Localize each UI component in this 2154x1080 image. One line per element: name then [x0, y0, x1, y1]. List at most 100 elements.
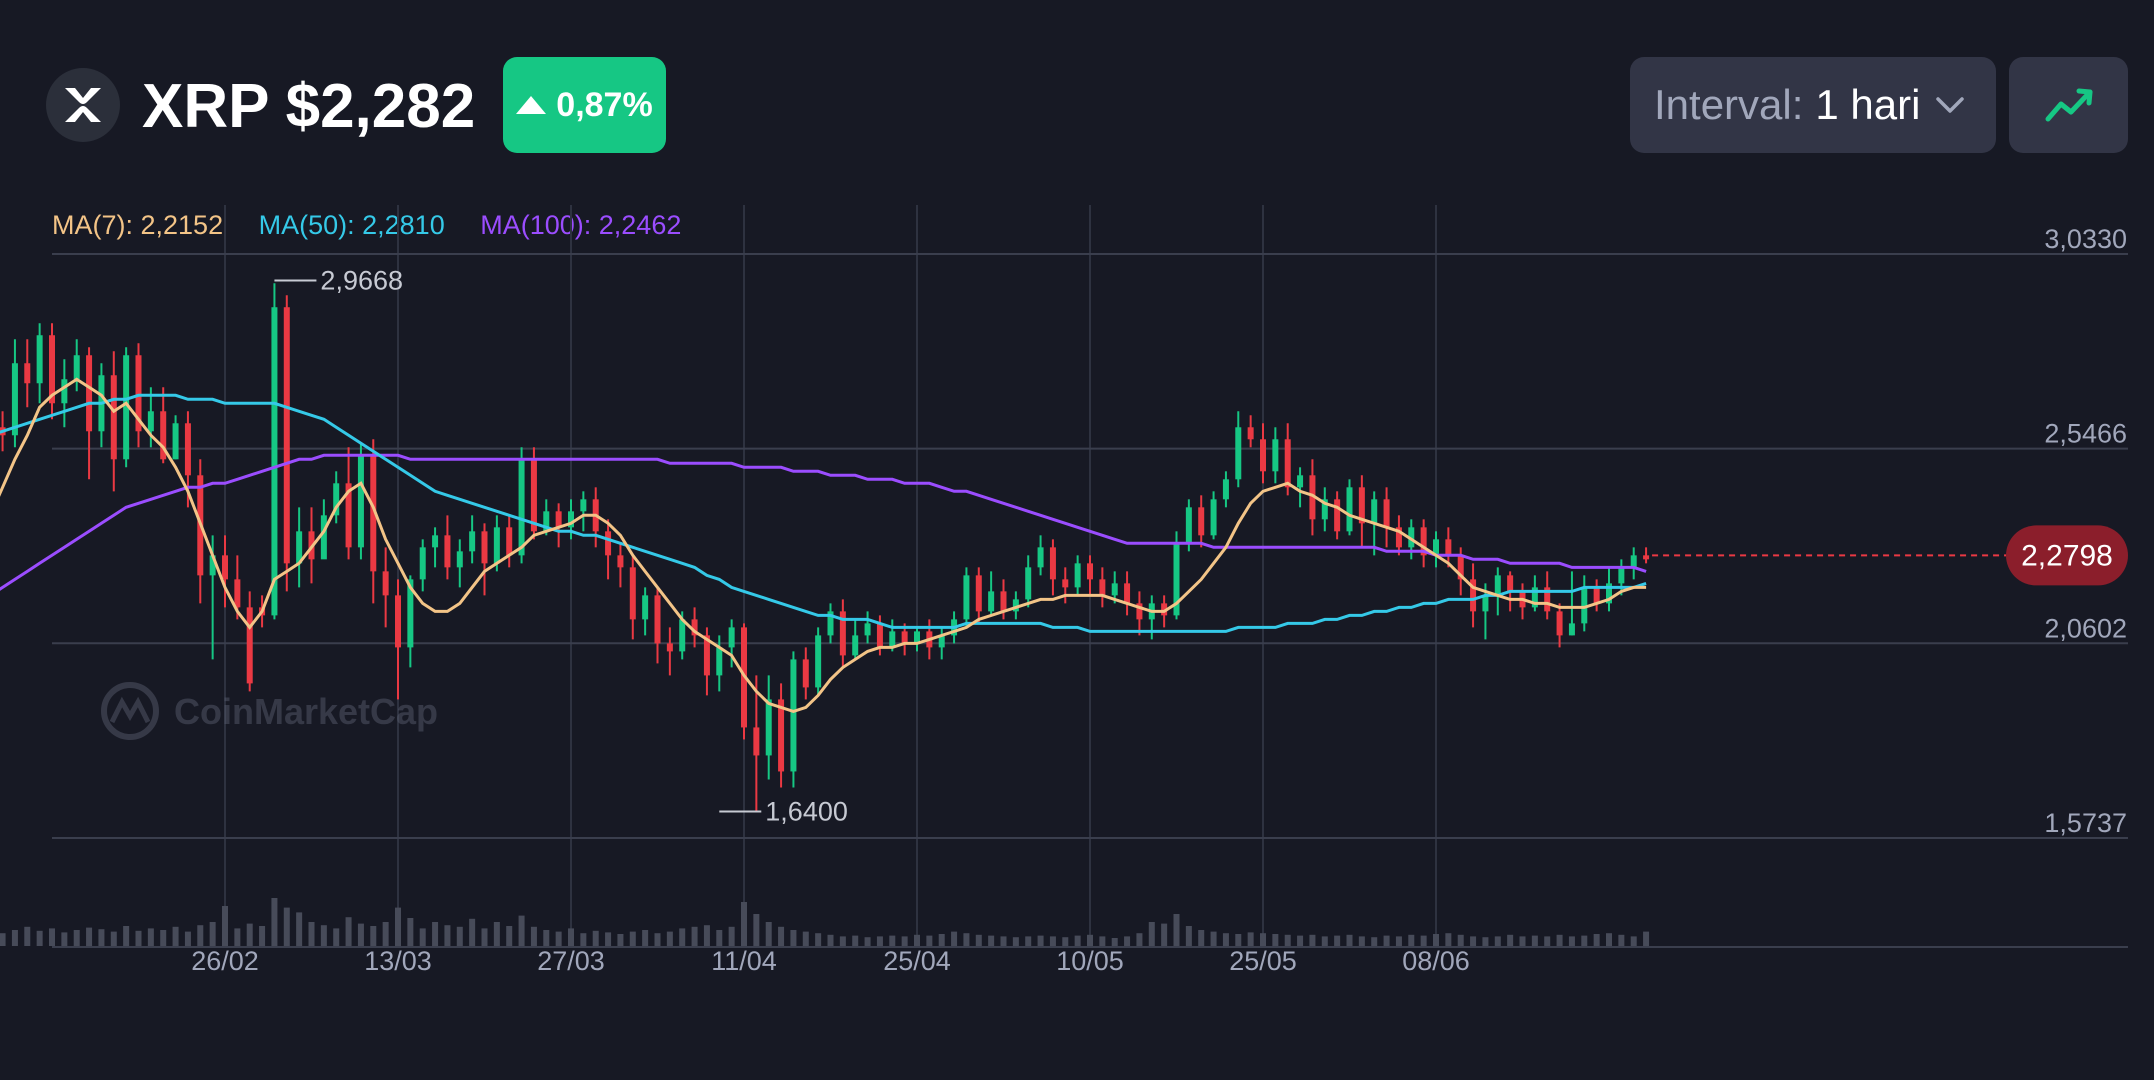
candle-body	[333, 483, 340, 516]
x-tick-label: 10/05	[1056, 946, 1124, 976]
candle-body	[407, 579, 414, 648]
volume-bar	[1457, 934, 1464, 946]
volume-bar	[172, 926, 179, 946]
volume-bar	[11, 930, 18, 946]
volume-bar	[1161, 923, 1168, 946]
volume-bar	[1433, 934, 1439, 946]
candle-body	[1630, 555, 1637, 568]
interval-dropdown[interactable]: Interval: 1 hari	[1630, 57, 1996, 153]
volume-bar	[1346, 934, 1353, 946]
candle-body	[24, 363, 31, 384]
volume-bar	[864, 937, 871, 946]
volume-bar	[543, 930, 550, 946]
candle-body	[1643, 555, 1650, 560]
candle-body	[1136, 603, 1143, 620]
coinmarketcap-logo-mark	[109, 696, 151, 724]
volume-bar	[1111, 938, 1118, 946]
y-tick-label: 3,0330	[2044, 224, 2127, 254]
candle-body	[86, 355, 93, 432]
volume-bar	[259, 926, 266, 946]
candle-body	[1507, 575, 1514, 592]
candle-body	[1037, 547, 1044, 568]
candle-body	[1124, 583, 1131, 604]
volume-bar	[605, 932, 612, 946]
volume-bar	[975, 934, 982, 946]
volume-bar	[1260, 933, 1266, 946]
candle-body	[1531, 587, 1538, 608]
current-price-label: 2,2798	[2021, 539, 2113, 572]
candle-body	[691, 619, 698, 636]
candle-body	[889, 631, 896, 648]
volume-bar	[444, 925, 451, 946]
candle-body	[1309, 475, 1316, 520]
volume-bar	[1334, 935, 1341, 946]
volume-bar	[592, 930, 599, 946]
volume-bar	[1321, 936, 1328, 946]
volume-bar	[197, 925, 204, 946]
volume-bar	[691, 926, 698, 946]
candle-body	[778, 699, 785, 772]
volume-bar	[1284, 934, 1291, 946]
volume-bar	[1124, 936, 1131, 946]
volume-bar	[333, 928, 340, 946]
chart-type-button[interactable]	[2009, 57, 2128, 153]
candle-body	[172, 423, 179, 460]
volume-bar	[1358, 936, 1365, 946]
candle-body	[456, 551, 463, 568]
candle-body	[790, 659, 797, 772]
volume-bar	[1087, 934, 1093, 946]
candle-body	[1568, 623, 1575, 636]
volume-bar	[1297, 935, 1304, 946]
x-tick-label: 13/03	[364, 946, 432, 976]
volume-bar	[407, 918, 414, 946]
candle-body	[1260, 439, 1266, 472]
candle-body	[1395, 527, 1402, 548]
x-tick-label: 26/02	[191, 946, 259, 976]
price-chart[interactable]: 3,0330 2,5466 2,0602 1,5737 26/02 13/03 27/03 1…	[0, 190, 2154, 1080]
candle-body	[1433, 539, 1439, 556]
candle-body	[827, 611, 834, 636]
volume-bar	[370, 926, 377, 946]
volume-bar	[1272, 934, 1279, 946]
volume-bar	[382, 922, 389, 946]
ma100-line	[0, 453, 1647, 591]
line-chart-icon	[2045, 88, 2092, 122]
volume-bar	[345, 917, 352, 946]
candle-body	[1247, 427, 1254, 440]
volume-bar	[1025, 936, 1032, 946]
volume-bar	[1581, 935, 1588, 946]
volume-bar	[568, 928, 574, 946]
candle-body	[530, 459, 537, 532]
volume-bar	[642, 930, 649, 946]
candle-body	[209, 555, 216, 576]
candle-body	[110, 375, 117, 460]
candle-body	[617, 555, 624, 568]
price-change-value: 0,87%	[556, 85, 653, 124]
volume-bar	[1494, 936, 1501, 946]
volume-bar	[1445, 933, 1452, 946]
volume-bar	[555, 931, 562, 946]
volume-bar	[1618, 934, 1625, 946]
volume-bar	[395, 907, 401, 946]
candle-body	[543, 511, 550, 532]
candle-body	[135, 355, 142, 432]
volume-bar	[24, 926, 31, 946]
current-price-tag	[2006, 525, 2128, 586]
volume-bar	[1173, 914, 1180, 946]
candle-body	[1445, 539, 1452, 556]
volume-bar	[1210, 931, 1217, 946]
volume-bar	[1630, 936, 1637, 946]
candle-body	[222, 555, 228, 580]
volume-bar	[1049, 936, 1056, 946]
ma7-line	[0, 377, 1647, 713]
volume-bar	[234, 928, 241, 946]
candle-body	[1074, 563, 1081, 588]
volume-bar	[1185, 926, 1192, 946]
volume-bar	[654, 933, 661, 946]
volume-bar	[110, 931, 117, 946]
candle-body	[852, 635, 859, 656]
volume-bar	[246, 923, 253, 946]
volume-bar	[951, 931, 958, 946]
volume-bar	[1482, 937, 1489, 946]
candle-body	[469, 531, 476, 552]
